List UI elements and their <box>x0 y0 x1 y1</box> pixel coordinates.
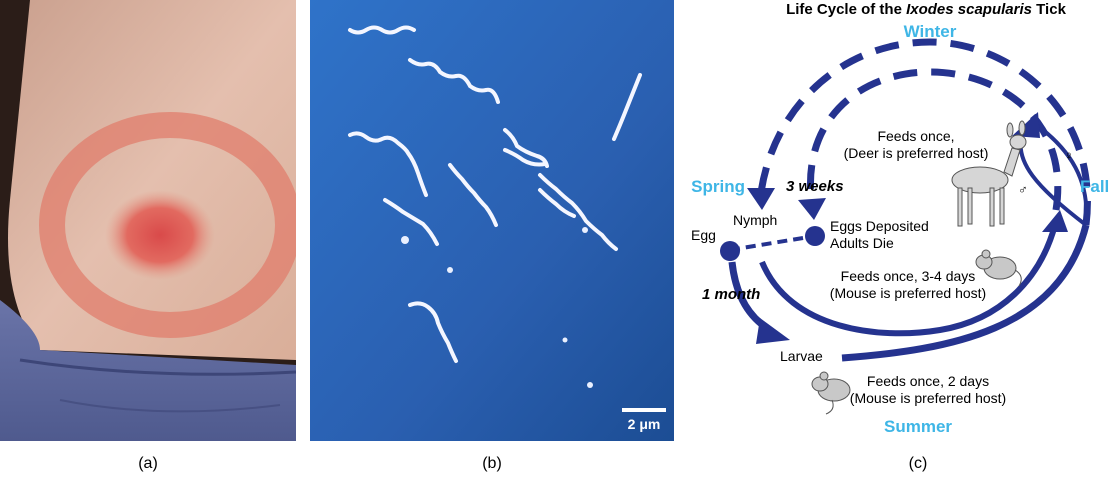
deer-feed-line2: (Deer is preferred host) <box>844 145 989 161</box>
egg-dot <box>720 241 740 261</box>
duration-three-weeks: 3 weeks <box>786 178 844 195</box>
caption-b: (b) <box>482 455 502 472</box>
outer-arc-arrowhead <box>747 188 775 210</box>
caption-a: (a) <box>138 455 158 472</box>
adults-die-label: Adults Die <box>830 235 894 251</box>
mate-arrowhead <box>1012 112 1040 138</box>
outer-dashed-arc <box>756 38 1091 226</box>
duration-one-month: 1 month <box>702 286 760 303</box>
nymph-feed-line1: Feeds once, 3-4 days <box>841 268 976 284</box>
eggs-deposited-dot <box>805 226 825 246</box>
eggs-deposited-label: Eggs Deposited <box>830 218 929 234</box>
deer-feed-line1: Feeds once, <box>877 128 954 144</box>
caption-c: (c) <box>908 455 928 472</box>
scale-bar-label: 2 μm <box>627 416 661 432</box>
season-winter: Winter <box>904 22 957 41</box>
inner-dashed-arc <box>807 68 1062 211</box>
rash-photo-image <box>0 0 296 441</box>
nymph-feeding-arrowhead <box>1042 210 1068 232</box>
mouse-icon <box>975 249 1022 287</box>
tick-life-cycle-diagram: Life Cycle of the Ixodes scapularis Tick… <box>691 1 1109 436</box>
diagram-title: Life Cycle of the Ixodes scapularis Tick <box>786 1 1067 18</box>
microscopy-photo: 2 μm <box>310 0 674 441</box>
nymph-feeding-arc <box>759 224 1058 337</box>
inner-arc-arrowhead <box>798 198 826 220</box>
microscopy-image <box>310 0 674 441</box>
stage-larvae: Larvae <box>780 348 823 364</box>
egg-to-larvae-arrowhead <box>756 318 790 344</box>
stage-egg: Egg <box>691 227 716 243</box>
deer-icon <box>951 120 1027 227</box>
larvae-feed-line2: (Mouse is preferred host) <box>850 390 1006 406</box>
male-symbol: ♂ <box>1018 182 1028 197</box>
rash-photo <box>0 0 296 441</box>
larvae-feed-line1: Feeds once, 2 days <box>867 373 989 389</box>
egg-connector <box>729 234 816 252</box>
season-spring: Spring <box>691 177 745 196</box>
season-fall: Fall <box>1080 177 1109 196</box>
scale-bar <box>622 408 666 412</box>
season-summer: Summer <box>884 417 952 436</box>
mouse-icon <box>811 371 851 415</box>
female-symbol: ♀ <box>1064 148 1074 163</box>
stage-nymph: Nymph <box>733 212 777 228</box>
female-path <box>1036 124 1089 226</box>
larvae-feeding-arc <box>841 224 1090 362</box>
nymph-feed-line2: (Mouse is preferred host) <box>830 285 986 301</box>
